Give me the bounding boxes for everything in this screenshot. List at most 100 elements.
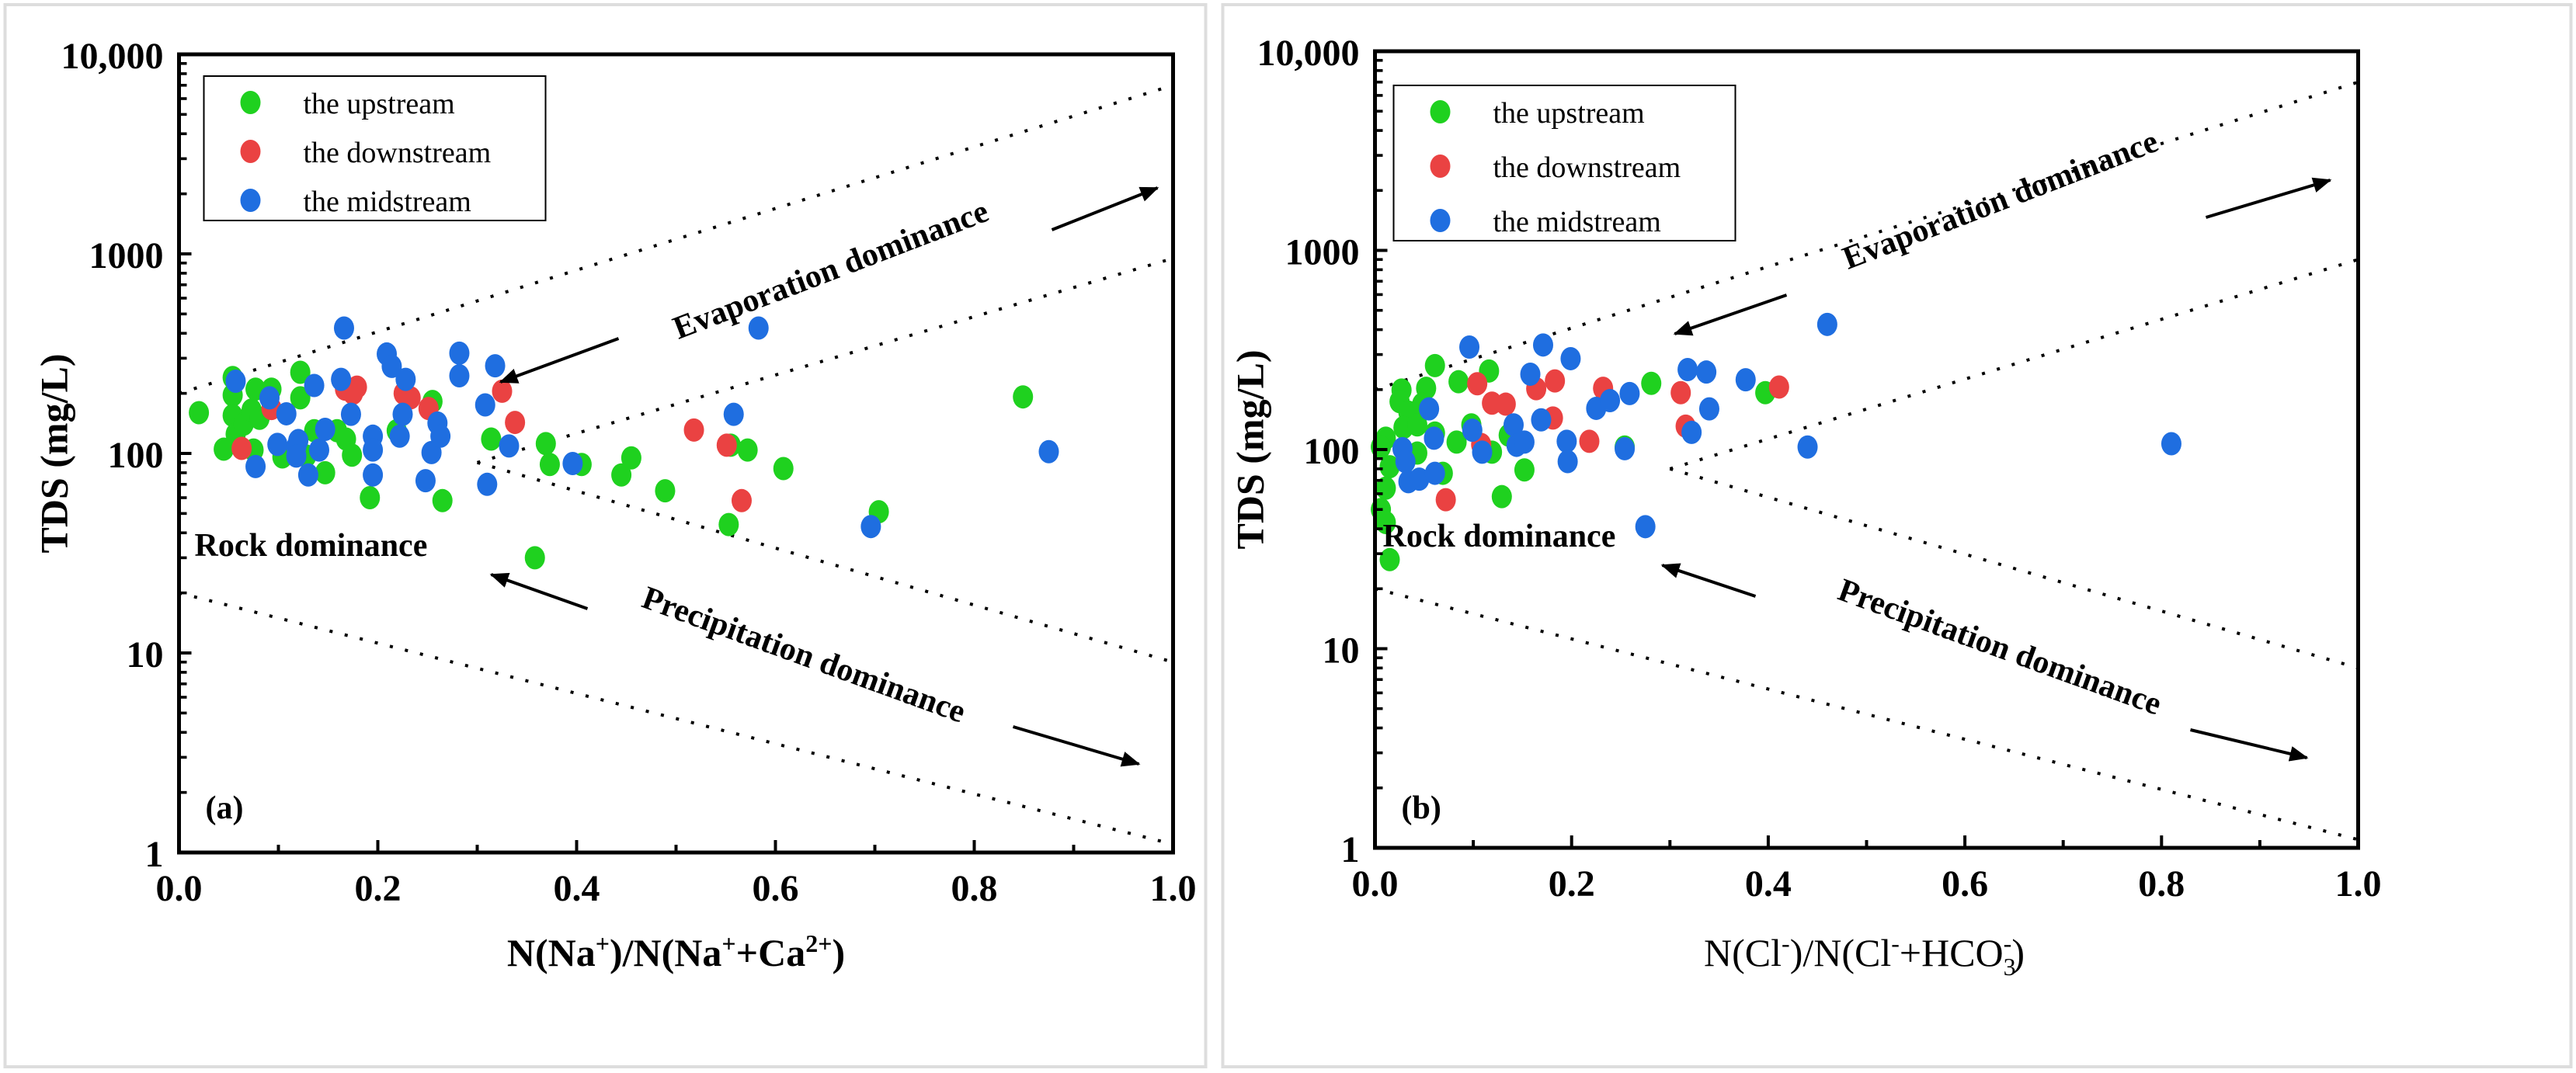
data-point-midstream xyxy=(748,316,769,340)
data-point-midstream xyxy=(1520,362,1541,386)
legend: the upstream the downstream the midstream xyxy=(1392,85,1736,241)
rock-dominance-label: Rock dominance xyxy=(195,528,428,564)
boundary-line-3 xyxy=(179,591,1173,846)
evaporation-arrow-right xyxy=(2205,177,2332,219)
data-point-midstream xyxy=(499,434,520,458)
data-point-midstream xyxy=(1531,408,1552,432)
y-tick-label: 1 xyxy=(1341,829,1360,870)
x-tick-label: 0.4 xyxy=(1745,863,1792,905)
x-tick-label: 0.2 xyxy=(355,868,402,909)
data-point-midstream xyxy=(1395,450,1416,474)
data-point-downstream xyxy=(683,418,704,442)
legend-box xyxy=(1392,85,1736,241)
data-point-upstream xyxy=(773,457,794,481)
legend: the upstream the downstream the midstream xyxy=(203,75,547,221)
x-axis-title-sub: 3 xyxy=(2004,953,2016,981)
x-tick-label: 0.8 xyxy=(2138,863,2185,905)
data-point-downstream xyxy=(492,379,513,403)
data-point-midstream xyxy=(1635,515,1656,539)
legend-marker-upstream xyxy=(1430,100,1451,123)
x-axis-title: N(Na+)/N(Na++Ca2+) xyxy=(507,929,845,974)
data-point-upstream xyxy=(481,427,502,451)
legend-label-downstream: the downstream xyxy=(304,137,492,169)
legend-box xyxy=(203,75,547,221)
data-point-midstream xyxy=(1532,333,1553,357)
data-point-downstream xyxy=(716,433,737,457)
data-point-midstream xyxy=(415,469,436,493)
data-point-midstream xyxy=(276,401,297,425)
data-point-upstream xyxy=(655,479,676,503)
x-tick-label: 0.6 xyxy=(1942,863,1988,905)
data-point-midstream xyxy=(1424,426,1444,450)
evaporation-arrow-right xyxy=(1051,186,1159,231)
data-point-midstream xyxy=(1557,450,1578,474)
data-point-midstream xyxy=(1038,439,1059,464)
data-point-midstream xyxy=(449,363,470,387)
legend-marker-downstream xyxy=(1430,155,1451,178)
evaporation-arrow-left xyxy=(499,337,620,384)
y-tick-label: 100 xyxy=(1304,431,1360,472)
x-tick-label: 0.0 xyxy=(1352,863,1399,905)
data-point-midstream xyxy=(485,354,506,378)
legend-label-upstream: the upstream xyxy=(304,88,455,120)
data-point-midstream xyxy=(363,438,384,462)
data-point-midstream xyxy=(1816,312,1837,336)
data-point-midstream xyxy=(308,438,329,462)
data-point-midstream xyxy=(1462,418,1483,443)
data-point-midstream xyxy=(1698,397,1719,421)
data-point-downstream xyxy=(1545,369,1566,393)
y-tick-label: 1 xyxy=(145,834,164,875)
data-point-midstream xyxy=(1619,381,1640,405)
x-tick-label: 0.8 xyxy=(951,868,998,909)
rock-dominance-label: Rock dominance xyxy=(1383,519,1616,554)
data-point-upstream xyxy=(1514,458,1535,482)
x-axis-title-post: ) xyxy=(2011,931,2025,974)
data-point-midstream xyxy=(723,402,744,426)
data-point-midstream xyxy=(267,432,288,457)
boundary-line-1 xyxy=(1669,258,2359,471)
data-point-midstream xyxy=(1615,436,1636,460)
data-point-upstream xyxy=(1491,484,1512,509)
data-point-upstream xyxy=(1406,413,1427,437)
data-point-midstream xyxy=(1677,358,1698,382)
data-point-upstream xyxy=(1424,353,1445,377)
data-point-midstream xyxy=(1504,413,1524,437)
x-axis-title-sup2: - xyxy=(1891,929,1900,957)
data-point-midstream xyxy=(1459,335,1480,359)
data-point-midstream xyxy=(331,367,352,391)
data-point-midstream xyxy=(1472,440,1493,464)
data-point-midstream xyxy=(381,354,402,378)
data-point-downstream xyxy=(1670,380,1691,405)
data-point-midstream xyxy=(1419,397,1440,421)
data-point-downstream xyxy=(1768,375,1789,399)
precipitation-arrow-left xyxy=(1660,563,1757,598)
legend-marker-midstream xyxy=(240,189,261,212)
data-point-midstream xyxy=(286,444,307,468)
x-axis-title-sup3: 2+ xyxy=(805,929,832,957)
data-point-downstream xyxy=(1467,372,1488,396)
legend-label-upstream: the upstream xyxy=(1493,97,1645,130)
data-point-midstream xyxy=(333,316,354,340)
x-axis-title-sup2: + xyxy=(721,929,735,957)
data-point-upstream xyxy=(611,463,632,487)
data-point-upstream xyxy=(360,486,381,510)
data-point-upstream xyxy=(290,360,311,384)
legend-marker-downstream xyxy=(240,140,261,163)
y-axis-title: TDS (mg/L) xyxy=(33,354,76,554)
precipitation-arrow-right xyxy=(2190,728,2309,762)
data-point-downstream xyxy=(505,411,526,435)
x-tick-label: 0.2 xyxy=(1549,863,1595,905)
panel-label: (a) xyxy=(206,790,244,826)
legend-label-midstream: the midstream xyxy=(304,186,471,218)
data-point-upstream xyxy=(432,488,453,512)
y-axis-title: TDS (mg/L) xyxy=(1229,350,1272,550)
x-tick-label: 1.0 xyxy=(2335,863,2382,905)
precipitation-arrow-left xyxy=(489,572,589,610)
y-tick-label: 10,000 xyxy=(61,36,164,77)
y-tick-label: 1000 xyxy=(89,235,164,276)
x-tick-label: 0.6 xyxy=(753,868,799,909)
x-axis-title-sup3: - xyxy=(2004,929,2012,957)
data-point-midstream xyxy=(389,424,410,448)
x-axis-title-post: ) xyxy=(832,931,845,974)
x-axis-title-pre: N(Na xyxy=(507,931,596,974)
